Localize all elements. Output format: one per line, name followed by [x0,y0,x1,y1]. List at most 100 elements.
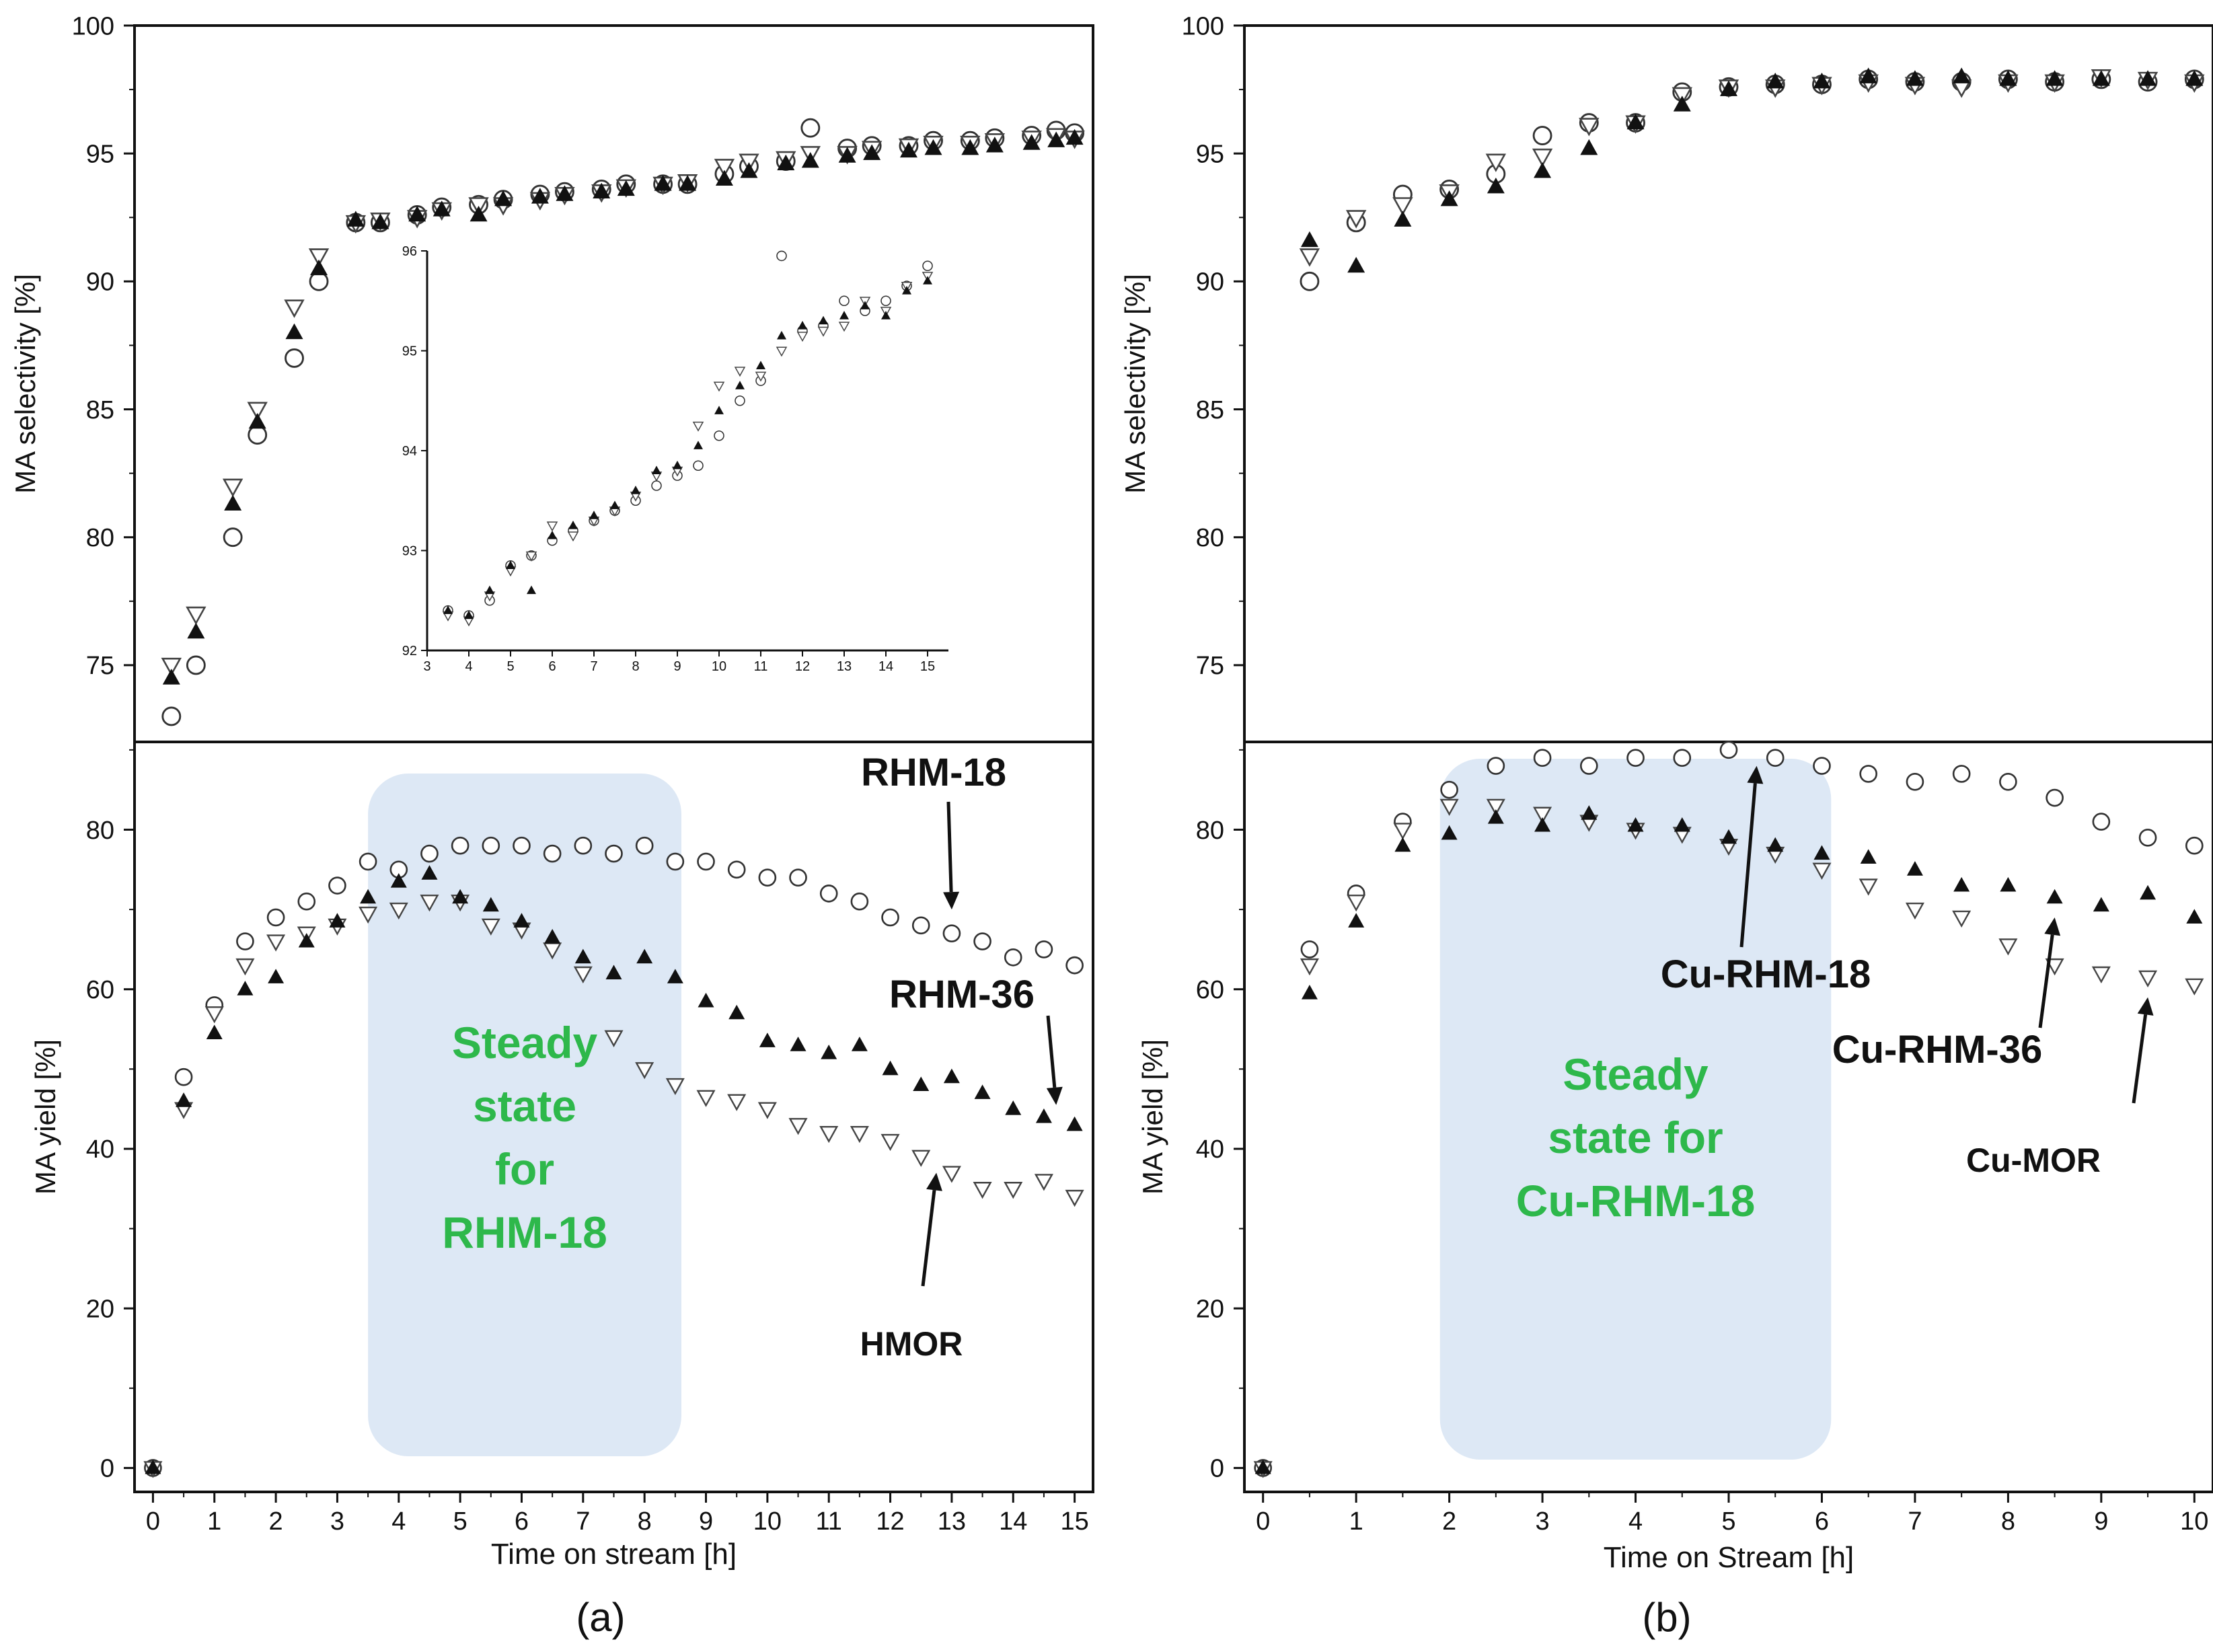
b_yield-cu-rhm-36-point [2046,889,2063,904]
a_yield-rhm-18-point [697,852,715,871]
a_sel-y-axis-title: MA selectivity [%] [9,274,41,494]
a_yield-hmor-point [481,918,500,936]
a_yield-rhm-18-point [266,908,285,927]
b_yield-cu-rhm-18-arrow [1739,765,1764,948]
a_sel-rhm-36-point [494,190,513,206]
a_yield-hmor-point [757,1102,777,1119]
a_yield-rhm-36-point [390,872,407,888]
b_yield-cu-mor-point [1300,958,1319,976]
a_sel-rhm-18-point [248,425,268,445]
a_inset-hmor-point [776,346,788,357]
a_sel-rhm-18-point [186,655,206,675]
a_yield-rhm-36-annotation: RHM-36 [889,973,1035,1016]
a_yield-rhm-18-point [942,924,961,943]
a_inset-y-tick-label: 95 [402,344,417,359]
b_yield-cu-rhm-36-point [1767,837,1784,852]
b_yield-x-tick-label: 1 [1349,1507,1363,1536]
a_sel-rhm-36-point [531,188,549,204]
a_sel-rhm-36-point [777,154,795,171]
a_inset-x-tick-label: 7 [590,659,597,674]
a_yield-steady-state-label: Steady [452,1018,598,1067]
a_sel-rhm-18-point [223,527,243,548]
b_yield-cu-rhm-18-point [2046,788,2064,807]
a_yield-rhm-36-point [698,992,714,1008]
b_sel-cu-mor-point [1299,248,1320,267]
b_yield-cu-rhm-18-point [1579,757,1598,775]
a_yield-hmor-point [665,1078,685,1096]
b_yield-y-tick-label: 80 [1196,817,1224,845]
a_yield-x-tick-label: 8 [638,1507,652,1536]
a_sel-y-tick-label: 85 [86,396,114,424]
a_yield-steady-state-region [368,774,681,1456]
a_inset-y-tick-label: 93 [402,544,417,559]
a_sel-rhm-36-point [1065,128,1084,145]
b_yield-cu-mor-point [1393,823,1413,840]
b_sel-cu-rhm-36-point [2092,70,2110,86]
b_sel-cu-rhm-36-point [1580,139,1598,155]
a_yield-rhm-18-point [297,892,316,911]
a_yield-rhm-36-point [513,913,530,928]
a_sel-hmor-point [222,478,243,497]
a_yield-rhm-18-arrow [943,801,960,910]
a_yield-x-tick-label: 0 [146,1507,160,1536]
a_inset-x-tick-label: 6 [548,659,556,674]
a_inset-x-tick-label: 13 [837,659,852,674]
b_sel-cu-rhm-36-point [2185,70,2204,86]
a_inset-rhm-36-point [443,605,453,614]
a_inset-rhm-36-point [839,311,849,320]
a_sel-rhm-36-point [863,144,881,160]
b_sel-cu-rhm-18-point [1532,126,1552,145]
a_yield-rhm-18-point [789,868,807,887]
b_yield-cu-rhm-18-point [1952,765,1971,783]
a_yield-rhm-18-point [482,836,500,855]
a_yield-x-tick-label: 15 [1060,1507,1088,1536]
a_yield-rhm-36-point [882,1060,899,1076]
a_yield-x-tick-label: 9 [699,1507,713,1536]
b_yield-steady-state-label: state for [1548,1113,1723,1162]
b_yield-cu-rhm-18-point [1906,772,1924,791]
a_yield-rhm-36-point [206,1024,223,1039]
a_sel-rhm-36-point [593,182,611,198]
b_yield-cu-rhm-18-point [1999,772,2017,791]
a_inset-x-tick-label: 12 [795,659,810,674]
b_yield-cu-mor-point [2185,978,2204,996]
a_sel-rhm-36-point [740,162,758,178]
a_inset-x-tick-label: 3 [423,659,430,674]
b_yield-cu-mor-point [2045,958,2064,976]
b_yield-x-tick-label: 5 [1721,1507,1735,1536]
a_yield-hmor-point [727,1094,747,1111]
b_yield-x-tick-label: 8 [2001,1507,2015,1536]
a_sel-rhm-36-point [961,139,979,155]
b_sel-cu-rhm-36-point [1300,231,1318,248]
a_inset-rhm-36-point [819,315,828,325]
a_inset-rhm-36-point [881,311,891,320]
a_yield-rhm-18-annotation: RHM-18 [861,751,1006,794]
a_inset-y-tick-label: 94 [402,444,417,459]
a_yield-x-tick-label: 6 [515,1507,529,1536]
a_inset-rhm-36-point [652,465,661,474]
a_yield-hmor-point [880,1133,900,1152]
a_yield-rhm-18-point [881,908,899,927]
a_yield-rhm-18-point [758,868,777,887]
b_yield-steady-state-label: Steady [1563,1049,1709,1099]
a_yield-rhm-36-point [1035,1108,1052,1123]
a_yield-x-tick-label: 13 [938,1507,966,1536]
a_inset-x-tick-label: 15 [920,659,935,674]
b_yield-cu-rhm-36-point [1721,829,1737,844]
a_yield-rhm-36-point [574,948,591,964]
a_sel-hmor-point [284,299,305,318]
b_yield-cu-rhm-18-point [1719,741,1738,759]
a_yield-rhm-18-point [543,844,562,863]
b_sel-cu-rhm-36-point [1487,177,1505,194]
a_inset-hmor-point [567,531,579,542]
a_inset-rhm-36-point [673,460,682,470]
b_yield-cu-rhm-18-point [2092,813,2111,831]
a_inset-rhm-18-point [735,395,745,406]
a_inset-rhm-36-point [860,301,870,309]
a_yield-hmor-point [204,1006,224,1024]
b_yield-cu-rhm-36-point [2093,897,2109,912]
b_yield-cu-rhm-18-point [1673,749,1692,767]
b_sel-y-axis-title: MA selectivity [%] [1119,274,1151,494]
b_yield-cu-rhm-18-annotation: Cu-RHM-18 [1661,952,1871,996]
a_inset-hmor-point [692,421,704,432]
